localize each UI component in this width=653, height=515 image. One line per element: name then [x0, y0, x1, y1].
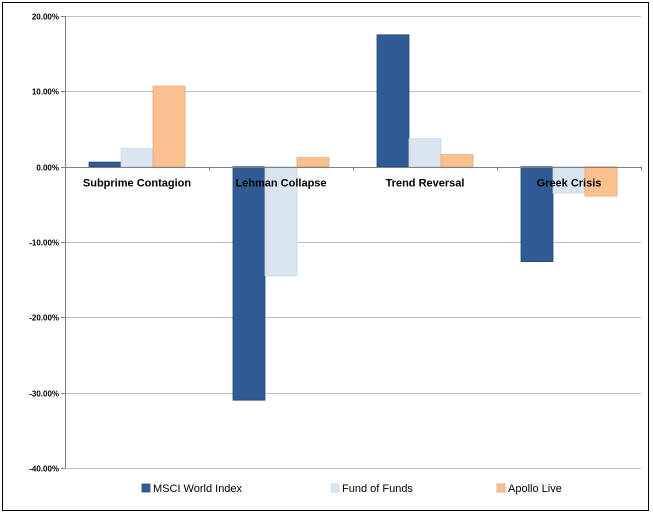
bar-apollo-live-3: [584, 166, 618, 197]
y-axis-tick-labels: -40.00% -30.00% -20.00% -10.00% 0.00% 10.00% 2…: [29, 13, 59, 474]
category-label: Subprime Contagion: [83, 178, 191, 190]
bar-apollo-live-0: [152, 85, 186, 168]
category-label: Greek Crisis: [537, 178, 602, 190]
axes: [61, 16, 642, 469]
y-tick-label: -30.00%: [29, 390, 59, 399]
legend-swatch: [141, 483, 151, 493]
bar-fund-of-funds-0: [120, 148, 154, 168]
bar-apollo-live-2: [440, 154, 474, 168]
legend-swatch: [330, 483, 340, 493]
legend: MSCI World Index Fund of Funds Apollo Live: [141, 483, 562, 495]
bar-msci-world-index-3: [520, 166, 554, 262]
category-label: Trend Reversal: [386, 178, 465, 190]
legend-label: MSCI World Index: [153, 483, 243, 495]
legend-swatch: [496, 483, 506, 493]
y-tick-label: 20.00%: [32, 13, 59, 22]
legend-label: Fund of Funds: [342, 483, 413, 495]
bar-apollo-live-1: [296, 157, 330, 168]
y-tick-label: -20.00%: [29, 314, 59, 323]
legend-item-apollo-live: Apollo Live: [496, 483, 562, 495]
bar-fund-of-funds-1: [264, 166, 298, 277]
y-tick-label: -40.00%: [29, 465, 59, 474]
category-labels: Subprime Contagion Lehman Collapse Trend R…: [83, 178, 602, 190]
bar-msci-world-index-2: [376, 34, 410, 168]
bar-fund-of-funds-3: [552, 166, 586, 194]
y-tick-label: 10.00%: [32, 88, 59, 97]
bar-msci-world-index-0: [88, 161, 122, 168]
legend-item-msci-world-index: MSCI World Index: [141, 483, 243, 495]
bar-msci-world-index-1: [232, 166, 266, 401]
y-tick-label: 0.00%: [36, 164, 59, 173]
legend-label: Apollo Live: [508, 483, 562, 495]
category-label: Lehman Collapse: [235, 178, 326, 190]
bars: [88, 34, 618, 401]
y-tick-label: -10.00%: [29, 239, 59, 248]
bar-fund-of-funds-2: [408, 138, 442, 168]
grid-lines: [65, 16, 641, 469]
legend-item-fund-of-funds: Fund of Funds: [330, 483, 413, 495]
